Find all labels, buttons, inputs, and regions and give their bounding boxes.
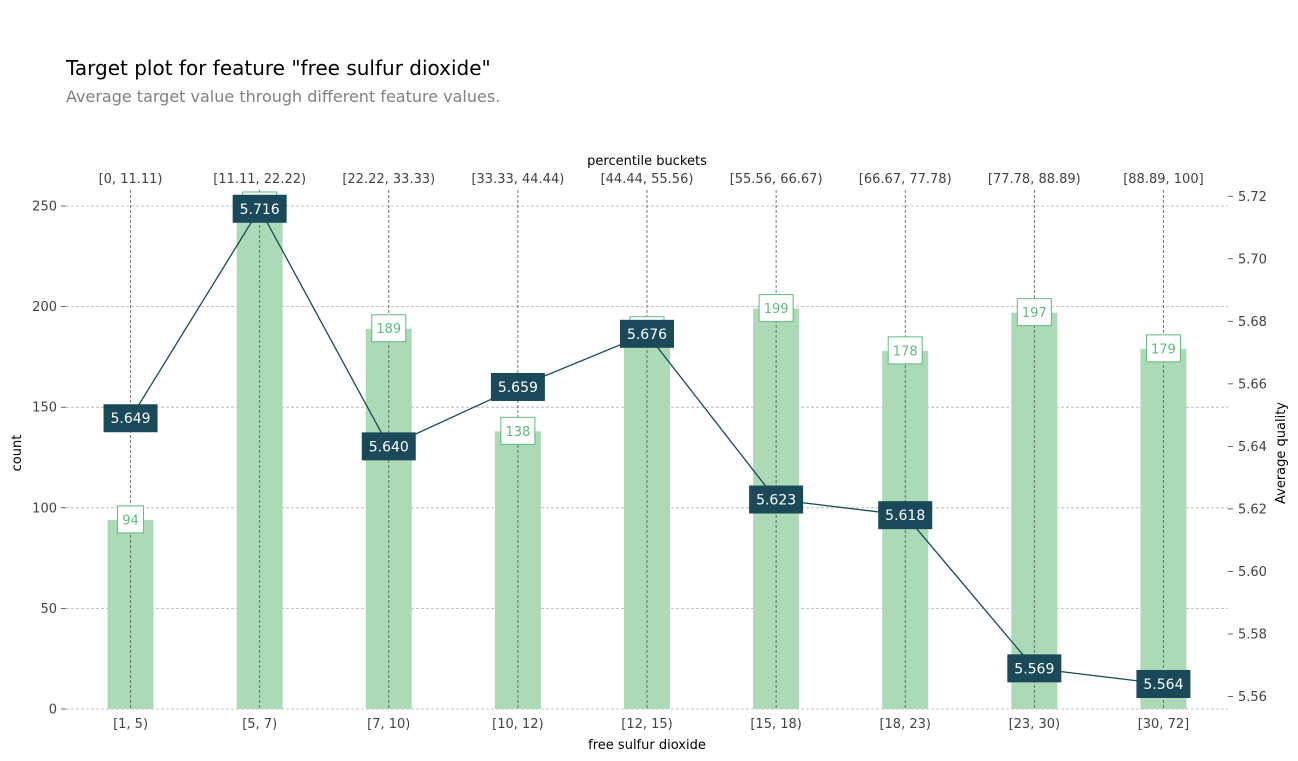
x-category-label: [1, 5) (113, 717, 148, 732)
y-right-tick-label: 5.68 (1238, 315, 1267, 330)
y-right-tick-label: 5.66 (1238, 377, 1267, 392)
x-category-label: [10, 12) (492, 717, 544, 732)
y-axis-left-label: count (10, 435, 25, 472)
percentile-bucket-label: [66.67, 77.78) (859, 172, 952, 187)
percentile-bucket-label: [11.11, 22.22) (213, 172, 306, 187)
x-category-label: [18, 23) (879, 717, 931, 732)
bar-count-label: 197 (1022, 306, 1047, 321)
percentile-bucket-label: [0, 11.11) (99, 172, 163, 187)
line-value-label: 5.649 (111, 411, 151, 427)
line-value-label-box (232, 194, 287, 223)
percentile-bucket-label: [88.89, 100] (1123, 172, 1203, 187)
x-axis-label: free sulfur dioxide (588, 738, 706, 753)
bar-count-label-box (1145, 334, 1181, 363)
y-left-tick-label: 150 (32, 401, 57, 416)
x-category-label: [7, 10) (367, 717, 410, 732)
bar-count-label: 189 (376, 322, 401, 337)
line-value-label: 5.640 (369, 439, 409, 455)
line-value-label: 5.676 (627, 327, 667, 343)
label-layer: 942501891381881991781971795.6495.7165.64… (103, 191, 1191, 698)
y-left-tick-label: 250 (32, 200, 57, 215)
line-value-label-box (1007, 654, 1062, 683)
line-value-label-box (878, 501, 933, 530)
bar-count-label-box (500, 416, 536, 445)
percentile-bucket-label: [44.44, 55.56) (601, 172, 694, 187)
top-x-axis-label: percentile buckets (587, 154, 707, 169)
y-left-tick-label: 0 (49, 703, 57, 718)
line-value-label: 5.716 (240, 202, 280, 218)
y-left-tick-label: 50 (40, 602, 57, 617)
bar-count-label-box (117, 505, 145, 534)
y-axis-right-label: Average quality (1274, 402, 1289, 504)
bar-count-label: 94 (122, 513, 139, 528)
y-right-tick-label: 5.64 (1238, 440, 1267, 455)
axis-layer: 0 50 100 150 200 250 5.56 5.58 5.60 5.62 5.64 5.66 5… (32, 172, 1267, 732)
y-right-tick-label: 5.72 (1238, 190, 1267, 205)
bar-count-label-box (758, 294, 794, 323)
line-value-label-box (490, 372, 545, 401)
line-value-label: 5.564 (1143, 677, 1183, 693)
line-value-label-box (361, 432, 416, 461)
y-right-tick-label: 5.56 (1238, 690, 1267, 705)
y-right-tick-label: 5.62 (1238, 502, 1267, 517)
x-category-label: [5, 7) (242, 717, 277, 732)
line-value-label: 5.623 (756, 493, 796, 509)
line-value-label-box (749, 485, 804, 514)
line-value-label-box (103, 404, 158, 433)
bar-count-label: 138 (505, 425, 530, 440)
line-value-label: 5.659 (498, 380, 538, 396)
bar-count-label: 199 (764, 302, 789, 317)
x-category-label: [23, 30) (1009, 717, 1061, 732)
x-category-label: [12, 15) (621, 717, 673, 732)
line-value-label-box (620, 319, 674, 348)
bar-count-label-box (371, 314, 407, 343)
y-right-tick-label: 5.60 (1238, 565, 1267, 580)
bar (1140, 348, 1187, 709)
line-value-label-box (1136, 669, 1191, 698)
y-left-tick-label: 200 (32, 300, 57, 315)
line-value-label: 5.569 (1014, 661, 1054, 677)
percentile-bucket-label: [77.78, 88.89) (988, 172, 1081, 187)
bar-count-label-box (1016, 298, 1052, 327)
x-category-label: [15, 18) (750, 717, 802, 732)
vertical-grid-layer (130, 190, 1164, 709)
y-right-tick-label: 5.58 (1238, 627, 1267, 642)
chart-subtitle: Average target value through different f… (66, 87, 501, 106)
y-right-tick-label: 5.70 (1238, 252, 1267, 267)
bar-count-label: 178 (893, 344, 918, 359)
percentile-bucket-label: [55.56, 66.67) (730, 172, 823, 187)
line-value-label: 5.618 (885, 508, 925, 524)
bar-count-label-box (887, 336, 923, 365)
y-left-tick-label: 100 (32, 501, 57, 516)
percentile-bucket-label: [33.33, 44.44) (471, 172, 564, 187)
chart-title: Target plot for feature "free sulfur dio… (66, 56, 491, 80)
bar-count-label: 179 (1151, 342, 1176, 357)
x-category-label: [30, 72] (1138, 717, 1190, 732)
percentile-bucket-label: [22.22, 33.33) (342, 172, 435, 187)
